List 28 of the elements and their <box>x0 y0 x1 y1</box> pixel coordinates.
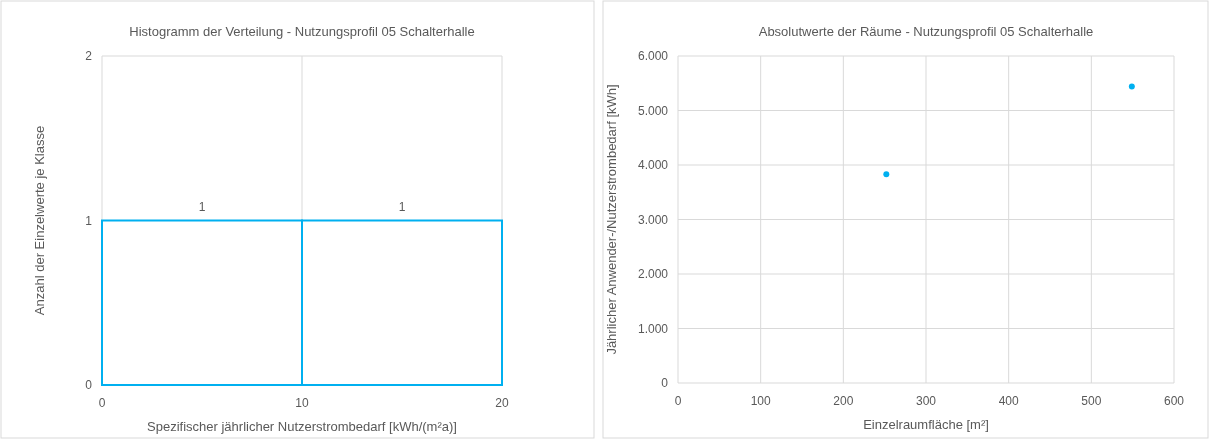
x-tick-label: 10 <box>295 396 309 410</box>
y-tick-label: 2.000 <box>637 267 669 281</box>
y-tick-label: 6.000 <box>637 49 669 63</box>
y-tick-label: 1.000 <box>637 321 669 336</box>
x-tick-label: 600 <box>1163 394 1185 408</box>
x-tick-label: 200 <box>833 394 854 408</box>
y-axis-title: Anzahl der Einzelwerte je Klasse <box>32 125 47 316</box>
y-tick-label: 0 <box>661 376 669 390</box>
y-tick-label: 2 <box>85 49 93 63</box>
y-tick-label: 0 <box>85 378 93 392</box>
x-tick-label: 400 <box>998 394 1019 408</box>
x-tick-label: 0 <box>98 396 106 410</box>
y-tick-label: 3.000 <box>637 212 669 227</box>
x-tick-label: 0 <box>674 394 682 408</box>
y-tick-label: 5.000 <box>637 103 669 118</box>
chart-title: Histogramm der Verteilung - Nutzungsprofil 05 Schalterhalle <box>129 24 475 39</box>
y-tick-label: 4.000 <box>637 158 669 172</box>
data-label: 1 <box>398 199 406 214</box>
x-tick-label: 100 <box>750 394 771 408</box>
x-tick-label: 20 <box>495 396 509 410</box>
y-tick-label: 1 <box>85 213 93 228</box>
x-tick-label: 300 <box>915 394 937 408</box>
x-axis-title: Einzelraumfläche [m²] <box>863 417 989 432</box>
chart-title: Absolutwerte der Räume - Nutzungsprofil 05 Schalterhalle <box>758 24 1094 39</box>
data-label: 1 <box>198 199 206 214</box>
x-tick-label: 500 <box>1081 394 1102 408</box>
y-axis-title: Jährlicher Anwender-/Nutzerstrombedarf [kWh] <box>604 84 619 355</box>
x-axis-title: Spezifischer jährlicher Nutzerstrombedarf [kWh/(m²a)] <box>147 419 457 434</box>
